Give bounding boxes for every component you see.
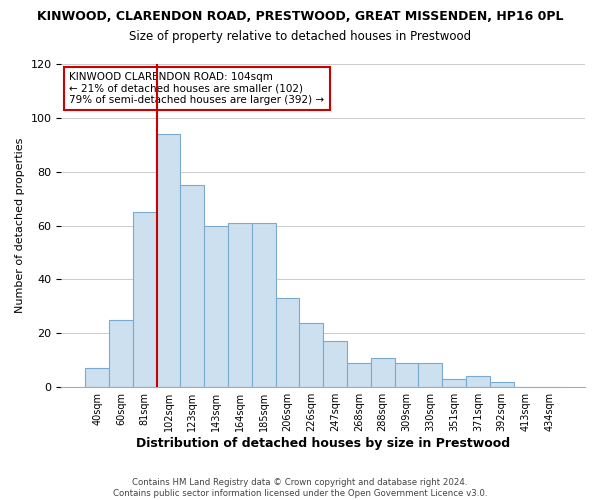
Bar bbox=[466, 376, 490, 387]
Bar bbox=[204, 226, 228, 387]
X-axis label: Distribution of detached houses by size in Prestwood: Distribution of detached houses by size … bbox=[136, 437, 510, 450]
Bar bbox=[490, 382, 514, 387]
Bar bbox=[371, 358, 395, 387]
Text: KINWOOD CLARENDON ROAD: 104sqm
← 21% of detached houses are smaller (102)
79% of: KINWOOD CLARENDON ROAD: 104sqm ← 21% of … bbox=[69, 72, 325, 106]
Y-axis label: Number of detached properties: Number of detached properties bbox=[15, 138, 25, 314]
Bar bbox=[252, 223, 275, 387]
Bar bbox=[228, 223, 252, 387]
Bar bbox=[181, 185, 204, 387]
Text: Contains HM Land Registry data © Crown copyright and database right 2024.
Contai: Contains HM Land Registry data © Crown c… bbox=[113, 478, 487, 498]
Bar bbox=[418, 363, 442, 387]
Bar bbox=[157, 134, 181, 387]
Bar bbox=[395, 363, 418, 387]
Bar bbox=[299, 322, 323, 387]
Text: KINWOOD, CLARENDON ROAD, PRESTWOOD, GREAT MISSENDEN, HP16 0PL: KINWOOD, CLARENDON ROAD, PRESTWOOD, GREA… bbox=[37, 10, 563, 23]
Bar bbox=[275, 298, 299, 387]
Text: Size of property relative to detached houses in Prestwood: Size of property relative to detached ho… bbox=[129, 30, 471, 43]
Bar bbox=[323, 342, 347, 387]
Bar bbox=[133, 212, 157, 387]
Bar bbox=[85, 368, 109, 387]
Bar bbox=[109, 320, 133, 387]
Bar bbox=[442, 379, 466, 387]
Bar bbox=[347, 363, 371, 387]
